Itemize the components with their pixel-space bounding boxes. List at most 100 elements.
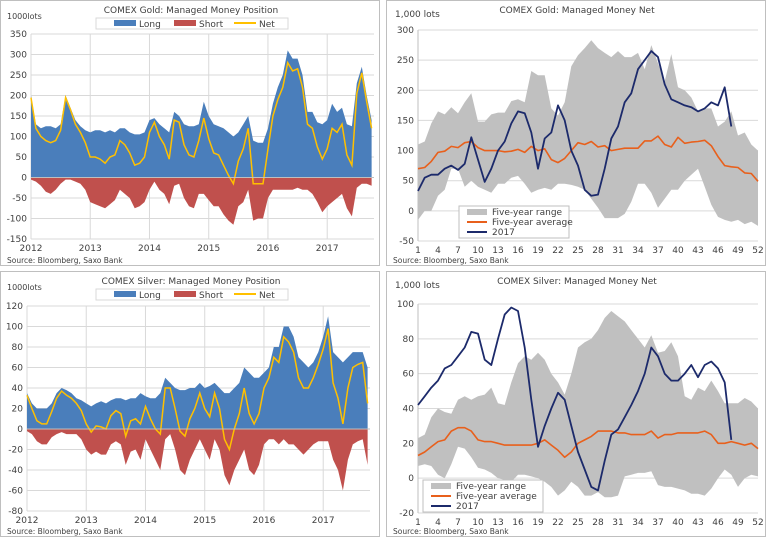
source-note: Source: Bloomberg, Saxo Bank [7,256,123,265]
y-axis-unit: 1000lots [7,283,42,292]
y-tick-label: 120 [6,302,23,312]
y-axis-unit: 1,000 lots [395,10,440,20]
x-tick-label: 19 [532,246,544,256]
x-tick-label: 2012 [16,516,39,526]
y-tick-label: 50 [403,177,415,187]
x-tick-label: 25 [572,246,583,256]
y-tick-label: -20 [8,446,23,456]
legend-label: Long [139,20,161,30]
x-tick-label: 16 [512,246,524,256]
x-tick-label: 25 [572,518,583,528]
x-tick-label: 1 [415,518,421,528]
source-note: Source: Bloomberg, Saxo Bank [393,527,509,536]
x-tick-label: 40 [672,518,684,528]
x-tick-label: 2013 [79,244,102,254]
short-area [31,177,372,225]
x-tick-label: 52 [752,518,763,528]
y-tick-label: 0 [21,174,27,184]
x-tick-label: 16 [512,518,524,528]
y-tick-label: 40 [12,384,24,394]
y-tick-label: 200 [397,86,414,96]
y-tick-label: 80 [403,335,415,345]
legend-label: Short [199,20,224,30]
gold-net-seasonal-chart: COMEX Gold: Managed Money Net 1,000 lots S… [386,0,766,266]
x-tick-label: 2016 [257,244,280,254]
net-line [30,60,373,186]
x-tick-label: 28 [592,246,604,256]
x-tick-label: 46 [712,246,724,256]
legend-label: Short [199,291,224,301]
y-tick-label: -150 [7,235,28,245]
silver-net-seasonal-chart: COMEX Silver: Managed Money Net 1,000 lot… [386,271,766,537]
y-tick-label: 200 [10,92,27,102]
x-tick-label: 2014 [138,244,161,254]
y-tick-label: 0 [17,425,23,435]
legend-swatch-long [114,20,136,26]
y-tick-label: -60 [8,487,23,497]
y-tick-label: -50 [399,237,414,247]
y-tick-label: -50 [12,194,27,204]
chart-title: COMEX Silver: Managed Money Net [497,277,657,287]
x-tick-label: 2017 [312,516,335,526]
legend-label: Net [259,291,275,301]
y-tick-label: 100 [10,133,27,143]
x-tick-label: 22 [552,518,563,528]
legend-swatch-range [467,209,487,215]
x-tick-label: 40 [672,246,684,256]
x-tick-label: 43 [692,518,703,528]
y-tick-label: -80 [8,507,23,517]
y-tick-label: 100 [397,300,414,310]
legend-label: 2017 [456,502,479,512]
legend-label: Five-year range [456,482,527,492]
y-tick-label: -20 [399,509,414,519]
y-tick-label: -40 [8,466,23,476]
x-tick-label: 4 [435,246,441,256]
x-tick-label: 31 [612,518,623,528]
x-tick-label: 28 [592,518,604,528]
x-tick-label: 2016 [253,516,276,526]
y-tick-label: 150 [397,116,414,126]
y-tick-label: 80 [12,343,24,353]
y-tick-label: 350 [10,30,27,40]
chart-title: COMEX Gold: Managed Money Net [499,6,655,16]
x-tick-label: 2014 [134,516,157,526]
y-tick-label: 20 [12,405,24,415]
legend-label: Five-year average [456,492,537,502]
legend-label: Long [139,291,161,301]
x-tick-label: 52 [752,246,763,256]
y-tick-label: 250 [10,71,27,81]
five-year-average-line [417,135,759,182]
y-tick-label: 60 [12,364,24,374]
net-line [26,328,369,452]
x-tick-label: 34 [632,246,644,256]
x-tick-label: 37 [652,518,663,528]
y-axis-unit: 1000lots [7,12,42,21]
x-tick-label: 7 [455,518,461,528]
y-tick-label: 0 [408,474,414,484]
x-tick-label: 2015 [193,516,216,526]
x-tick-label: 2013 [75,516,98,526]
legend-label: Net [259,20,275,30]
y-tick-label: 100 [397,147,414,157]
legend-swatch-range [431,483,451,489]
x-tick-label: 1 [415,246,421,256]
x-tick-label: 2012 [20,244,43,254]
y-axis-unit: 1,000 lots [395,281,440,291]
x-tick-label: 31 [612,246,623,256]
legend-label: Five-year range [492,208,563,218]
x-tick-label: 46 [712,518,724,528]
x-tick-label: 7 [455,246,461,256]
x-tick-label: 4 [435,518,441,528]
y-tick-label: 60 [403,370,415,380]
x-tick-label: 49 [732,518,744,528]
legend-label: 2017 [492,228,515,238]
current-year-line [417,50,733,197]
y-tick-label: 300 [10,51,27,61]
y-tick-label: 0 [408,207,414,217]
y-tick-label: 250 [397,56,414,66]
current-year-line [417,306,733,492]
legend-label: Five-year average [492,218,573,228]
y-tick-label: 100 [6,323,23,333]
short-area [27,429,368,491]
source-note: Source: Bloomberg, Saxo Bank [393,256,509,265]
